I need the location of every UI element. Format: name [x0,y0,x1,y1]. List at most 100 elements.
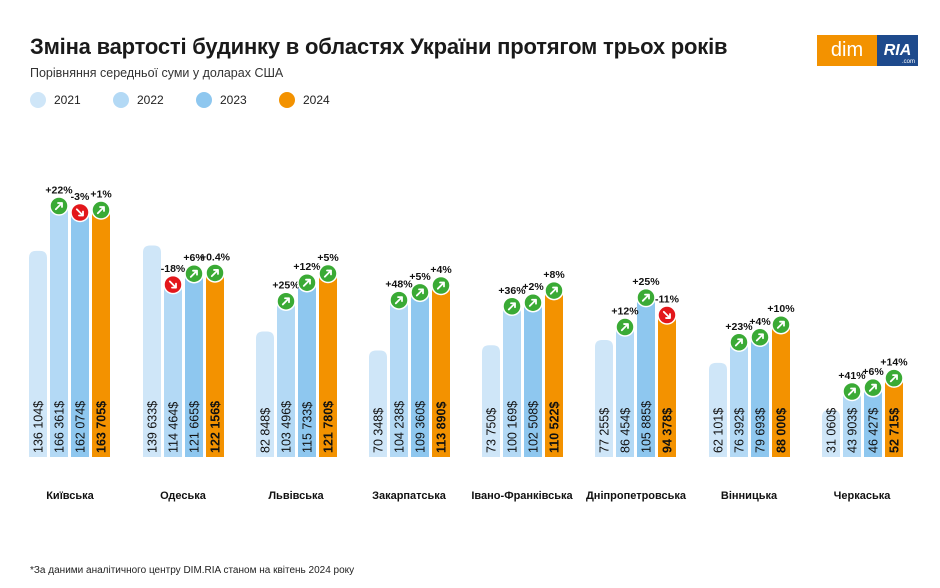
category-label: Одеська [160,490,207,502]
bar [772,323,790,457]
bar [277,300,295,457]
category-label: Закарпатська [372,490,447,502]
bar-value-label: 82 848$ [259,408,273,453]
bar-group: 136 104$ 166 361$ 162 074$ 163 705$ +22%-3% +… [29,185,112,502]
logo-ria: RIA .com [877,35,918,66]
arrow-glyph [734,338,743,347]
change-label: +5% [317,252,339,264]
legend-item-2024: 2024 [279,92,362,108]
legend-item-2022: 2022 [113,92,196,108]
bar-value-label: 46 427$ [867,408,881,453]
bar [50,205,68,457]
arrow-glyph [189,269,198,278]
bar-value-label: 79 693$ [754,408,768,453]
arrow-glyph [210,269,219,278]
bar-value-label: 110 522$ [548,402,562,453]
bar-value-label: 103 496$ [280,401,294,453]
bar [411,291,429,457]
bar-value-label: 109 360$ [414,401,428,453]
bar [71,211,89,457]
legend-label: 2022 [137,93,164,107]
bar [637,296,655,457]
logo-ria-suffix: .com [901,59,915,65]
legend-swatch [113,92,129,108]
arrow-glyph [662,310,671,319]
legend-item-2023: 2023 [196,92,279,108]
change-label: -11% [655,294,680,306]
bar [616,326,634,457]
category-label: Івано-Франківська [471,490,573,502]
legend-label: 2023 [220,93,247,107]
arrow-glyph [755,333,764,342]
change-label: +4% [430,264,452,276]
bar-value-label: 105 885$ [640,401,654,453]
change-label: +36% [498,285,526,297]
arrow-glyph [507,302,516,311]
bar-value-label: 77 255$ [598,408,612,453]
arrow-glyph [528,298,537,307]
category-label: Київська [46,490,94,502]
bar-value-label: 121 780$ [322,401,336,453]
bar [709,362,727,457]
category-label: Черкаська [834,490,892,502]
legend-swatch [30,92,46,108]
change-label: +25% [272,280,300,292]
change-label: +10% [767,303,795,315]
bar-value-label: 94 378$ [661,408,675,453]
arrow-glyph [436,281,445,290]
arrow-glyph [889,374,898,383]
arrow-glyph [96,206,105,215]
bar-value-label: 70 348$ [372,408,386,453]
arrow-glyph [54,202,63,211]
bar [432,284,450,457]
bar [524,301,542,457]
logo-dim: dim [817,35,877,66]
bar [298,281,316,457]
arrow-glyph [847,387,856,396]
bar [92,209,110,457]
legend-item-2021: 2021 [30,92,113,108]
bar-value-label: 43 903$ [846,408,860,453]
bar [864,386,882,457]
change-label: +48% [385,279,413,291]
bar-value-label: 31 060$ [825,408,839,453]
legend-label: 2024 [303,93,330,107]
bar-value-label: 139 633$ [146,401,160,453]
logo-ria-text: RIA [883,41,912,59]
bar-value-label: 121 665$ [188,401,202,453]
legend-label: 2021 [54,93,81,107]
category-label: Львівська [268,490,324,502]
legend: 2021 2022 2023 2024 [30,92,362,108]
change-label: +41% [838,370,866,382]
change-label: +12% [293,261,321,273]
chart-subtitle: Порівняння середньої суми у доларах США [30,66,284,80]
dim-ria-logo[interactable]: dim RIA .com [817,35,918,66]
bar [319,272,337,457]
bar-value-label: 76 392$ [733,408,747,453]
arrow-glyph [868,383,877,392]
bar-value-label: 166 361$ [53,401,67,453]
arrow-glyph [776,320,785,329]
bar [256,331,274,457]
bar [658,314,676,457]
change-label: +23% [725,321,753,333]
bar-value-label: 136 104$ [32,401,46,453]
change-label: +4% [749,316,771,328]
bar-value-label: 52 715$ [888,408,902,453]
legend-swatch [279,92,295,108]
bar-group: 62 101$ 76 392$ 79 693$ 88 000$ +23%+4%+10% В… [709,303,795,502]
legend-swatch [196,92,212,108]
bar-value-label: 114 464$ [167,402,181,453]
arrow-glyph [415,288,424,297]
bar-value-label: 122 156$ [209,401,223,453]
change-label: +6% [862,366,884,378]
category-label: Вінницька [721,490,778,502]
bar [164,283,182,457]
change-label: +25% [632,276,660,288]
bar-value-label: 100 169$ [506,401,520,453]
bar-group: 139 633$ 114 464$ 121 665$ 122 156$ -18%+6%+… [143,245,231,502]
bar [822,409,840,457]
category-label: Дніпропетровська [586,490,687,502]
bar [730,341,748,457]
change-label: +12% [611,306,639,318]
